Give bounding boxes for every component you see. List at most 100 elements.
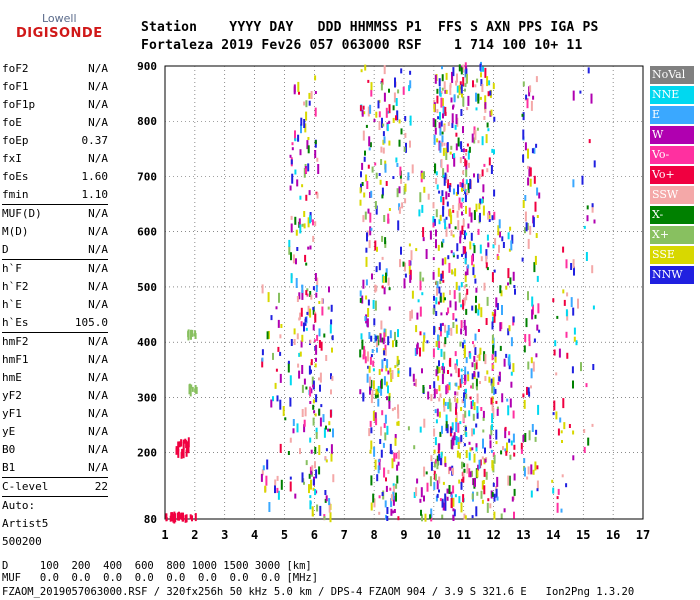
- echo-mark: [181, 451, 184, 456]
- echo-mark: [468, 410, 471, 417]
- echo-mark: [310, 359, 313, 366]
- echo-mark: [323, 516, 326, 521]
- echo-mark: [444, 493, 447, 502]
- echo-mark: [467, 223, 470, 229]
- echo-mark: [312, 324, 315, 331]
- echo-mark: [478, 459, 481, 469]
- echo-mark: [462, 148, 465, 153]
- param-name: Auto:: [2, 499, 36, 512]
- echo-mark: [311, 376, 314, 385]
- echo-mark: [528, 166, 531, 177]
- echo-mark: [398, 139, 401, 147]
- param-name: hmF2: [2, 335, 29, 348]
- echo-mark: [485, 249, 488, 260]
- echo-mark: [416, 344, 419, 355]
- echo-mark: [437, 301, 440, 305]
- echo-mark: [493, 511, 496, 520]
- echo-mark: [378, 111, 381, 118]
- echo-mark: [385, 514, 388, 520]
- echo-mark: [364, 150, 366, 156]
- echo-mark: [449, 300, 452, 308]
- echo-mark: [277, 490, 280, 500]
- echo-mark: [381, 337, 384, 343]
- echo-mark: [443, 351, 446, 360]
- echo-mark: [178, 441, 181, 448]
- echo-mark: [381, 78, 384, 85]
- y-tick-label: 800: [137, 115, 157, 128]
- echo-mark: [493, 149, 495, 155]
- echo-mark: [475, 203, 478, 212]
- echo-mark: [377, 398, 380, 407]
- echo-mark: [468, 162, 470, 168]
- echo-mark: [314, 489, 317, 496]
- echo-mark: [433, 428, 436, 437]
- echo-mark: [525, 318, 528, 328]
- echo-mark: [303, 481, 305, 485]
- echo-mark: [291, 173, 294, 184]
- echo-mark: [382, 147, 385, 154]
- echo-mark: [450, 327, 453, 336]
- echo-mark: [484, 108, 487, 113]
- echo-mark: [481, 499, 484, 504]
- x-tick-label: 3: [221, 528, 228, 542]
- echo-mark: [520, 448, 523, 454]
- echo-mark: [455, 406, 457, 415]
- echo-mark: [491, 424, 494, 431]
- echo-mark: [512, 433, 515, 443]
- echo-mark: [462, 64, 465, 73]
- echo-mark: [452, 322, 455, 328]
- echo-mark: [385, 485, 388, 492]
- echo-mark: [172, 513, 175, 523]
- echo-mark: [482, 205, 485, 216]
- echo-mark: [378, 511, 381, 515]
- echo-mark: [531, 148, 534, 154]
- echo-mark: [413, 445, 416, 450]
- param-row: yF2 N/A: [2, 387, 108, 405]
- echo-mark: [384, 349, 387, 356]
- echo-mark: [489, 434, 492, 440]
- echo-mark: [513, 452, 516, 457]
- echo-mark: [488, 157, 491, 166]
- echo-mark: [456, 243, 459, 252]
- echo-mark: [430, 394, 433, 402]
- param-name: h`Es: [2, 316, 29, 329]
- param-name: foF1p: [2, 98, 36, 111]
- echo-mark: [450, 373, 453, 377]
- echo-mark: [484, 354, 487, 365]
- echo-mark: [441, 270, 444, 279]
- echo-mark: [423, 418, 426, 428]
- echo-mark: [458, 479, 461, 484]
- echo-mark: [536, 215, 539, 218]
- echo-mark: [460, 374, 463, 384]
- echo-mark: [305, 386, 308, 390]
- echo-mark: [277, 346, 280, 352]
- echo-mark: [464, 271, 467, 276]
- echo-mark: [527, 238, 530, 249]
- echo-mark: [295, 229, 298, 236]
- echo-mark: [321, 298, 324, 304]
- echo-mark: [471, 373, 474, 380]
- echo-mark: [275, 306, 278, 310]
- echo-mark: [385, 381, 388, 387]
- echo-mark: [481, 198, 484, 204]
- echo-mark: [276, 475, 279, 481]
- echo-mark: [523, 345, 526, 353]
- echo-mark: [445, 152, 448, 160]
- echo-mark: [461, 399, 464, 404]
- echo-mark: [487, 242, 490, 248]
- echo-mark: [464, 246, 467, 254]
- echo-mark: [509, 454, 512, 460]
- echo-mark: [443, 124, 446, 132]
- echo-mark: [400, 68, 403, 74]
- echo-mark: [526, 223, 529, 230]
- echo-mark: [299, 312, 302, 320]
- echo-mark: [380, 426, 382, 436]
- echo-mark: [471, 493, 474, 500]
- echo-mark: [372, 360, 375, 367]
- echo-mark: [293, 84, 296, 93]
- echo-mark: [408, 260, 411, 266]
- echo-mark: [487, 128, 490, 132]
- echo-mark: [435, 171, 438, 176]
- echo-mark: [443, 398, 445, 408]
- echo-mark: [556, 315, 559, 319]
